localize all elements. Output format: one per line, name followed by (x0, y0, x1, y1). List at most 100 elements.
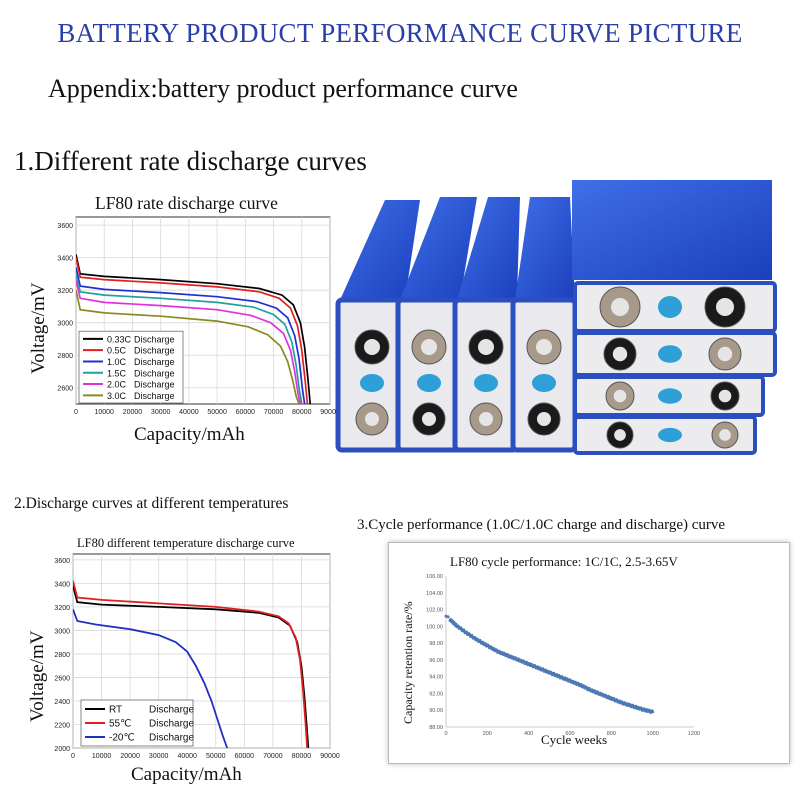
chart1-legend-label: Discharge (134, 357, 175, 367)
chart1-legend-label: Discharge (134, 380, 175, 390)
chart3-ytick: 104.00 (426, 591, 443, 597)
chart1-xtick: 10000 (94, 409, 114, 416)
chart3-xtick: 800 (607, 731, 616, 737)
vent-icon (417, 374, 441, 392)
chart3-xtick: 200 (483, 731, 492, 737)
vent-icon (532, 374, 556, 392)
chart2-ytick: 3400 (54, 581, 70, 588)
page-title: BATTERY PRODUCT PERFORMANCE CURVE PICTUR… (57, 18, 743, 48)
chart1-ytick: 2600 (57, 386, 73, 393)
chart2-xlabel: Capacity/mAh (131, 764, 242, 785)
chart1-plot: 0 10000 20000 30000 40000 50000 60000 70000 8000… (57, 216, 340, 416)
terminal-icon (365, 412, 379, 426)
terminal-icon (717, 346, 733, 362)
terminal-icon (718, 389, 732, 403)
terminal-icon (716, 298, 734, 316)
terminal-icon (422, 412, 436, 426)
vent-icon (658, 388, 682, 404)
chart3-ylabel: Capacity retention rate/% (401, 601, 415, 724)
chart1-ytick: 2800 (57, 353, 73, 360)
chart1-xtick: 80000 (292, 409, 312, 416)
section2-heading: 2.Discharge curves at different temperat… (14, 495, 289, 512)
chart2-xtick: 10000 (92, 753, 112, 760)
chart2-xtick: 80000 (292, 753, 312, 760)
chart1-legend-name: 2.0C (107, 380, 127, 390)
chart1-legend-name: 0.5C (107, 346, 127, 356)
chart1-ytick: 3400 (57, 256, 73, 263)
chart1-title: LF80 rate discharge curve (95, 193, 278, 213)
chart1-xtick: 20000 (123, 409, 143, 416)
chart1-series-line (76, 290, 300, 404)
chart3-xtick: 1000 (647, 731, 659, 737)
chart3-ytick: 100.00 (426, 624, 443, 630)
chart2-ytick: 3600 (54, 558, 70, 565)
chart2-legend-label: Discharge (149, 705, 194, 716)
chart2-plot: 0 10000 20000 30000 40000 50000 60000 70000 8000… (54, 553, 340, 760)
chart1-legend-name: 1.0C (107, 357, 127, 367)
chart3-point (446, 615, 450, 619)
chart3-xtick: 400 (524, 731, 533, 737)
chart1-xtick: 60000 (236, 409, 256, 416)
chart1-legend-label: Discharge (134, 368, 175, 378)
chart2-ytick: 2800 (54, 652, 70, 659)
chart2-ytick: 3000 (54, 628, 70, 635)
chart2-series-line (73, 580, 309, 748)
chart2-xtick: 70000 (263, 753, 283, 760)
chart3-xtick: 0 (444, 731, 447, 737)
chart3-xtick: 600 (565, 731, 574, 737)
chart1-legend-name: 1.5C (107, 368, 127, 378)
chart2-xtick: 90000 (320, 753, 340, 760)
chart1-legend-label: Discharge (134, 391, 175, 401)
vent-icon (658, 427, 682, 443)
chart2-series-line (73, 585, 310, 748)
chart1-series-line (76, 280, 302, 404)
chart1-xtick: 50000 (207, 409, 227, 416)
chart3-ytick: 96.00 (429, 658, 443, 664)
chart2-ylabel: Voltage/mV (27, 630, 48, 722)
terminal-icon (613, 389, 627, 403)
chart2-legend-name: RT (109, 705, 122, 716)
chart2-xtick: 30000 (149, 753, 169, 760)
terminal-icon (421, 339, 437, 355)
chart2-ytick: 2200 (54, 722, 70, 729)
chart3-ytick: 94.00 (429, 675, 443, 681)
chart3-plot: 0 200 400 600 800 1000 1200 88.00 90.00 92.00 94.0… (426, 574, 700, 737)
chart3-ytick: 98.00 (429, 641, 443, 647)
chart3-ytick: 102.00 (426, 608, 443, 614)
chart2-xtick: 60000 (235, 753, 255, 760)
chart1-xlabel: Capacity/mAh (134, 424, 245, 445)
chart1-ytick: 3600 (57, 223, 73, 230)
chart1-legend-box (78, 330, 184, 404)
chart2-xtick: 50000 (206, 753, 226, 760)
chart3-frame (388, 542, 790, 764)
vent-icon (360, 374, 384, 392)
chart1-xtick: 0 (74, 409, 78, 416)
chart3-ytick: 90.00 (429, 708, 443, 714)
chart3-ytick: 92.00 (429, 691, 443, 697)
chart1-legend-name: 0.33C (107, 334, 132, 344)
section3-heading: 3.Cycle performance (1.0C/1.0C charge an… (357, 517, 726, 533)
chart2-ytick: 2600 (54, 675, 70, 682)
chart3-point (651, 710, 655, 714)
chart3-xlabel: Cycle weeks (541, 732, 608, 747)
chart2-legend: RT Discharge 55℃ Discharge -20℃ Discharge (80, 699, 194, 747)
chart2-legend-name: 55℃ (109, 719, 131, 730)
terminal-icon (479, 412, 493, 426)
chart3-ytick: 106.00 (426, 574, 443, 580)
chart2-legend-label: Discharge (149, 719, 194, 730)
chart1-series-line (76, 254, 312, 404)
chart1-legend-label: Discharge (134, 334, 175, 344)
vent-icon (658, 296, 682, 318)
chart1-xtick: 30000 (151, 409, 171, 416)
battery-photo (335, 180, 777, 455)
chart2-legend-name: -20℃ (109, 733, 135, 744)
chart1-legend-label: Discharge (134, 346, 175, 356)
terminal-icon (612, 346, 628, 362)
chart1-ytick: 3000 (57, 321, 73, 328)
terminal-icon (614, 429, 626, 441)
chart2-legend-label: Discharge (149, 733, 194, 744)
chart2-series-line (73, 608, 229, 748)
chart1-series-line (76, 257, 309, 404)
chart2-xtick: 0 (71, 753, 75, 760)
